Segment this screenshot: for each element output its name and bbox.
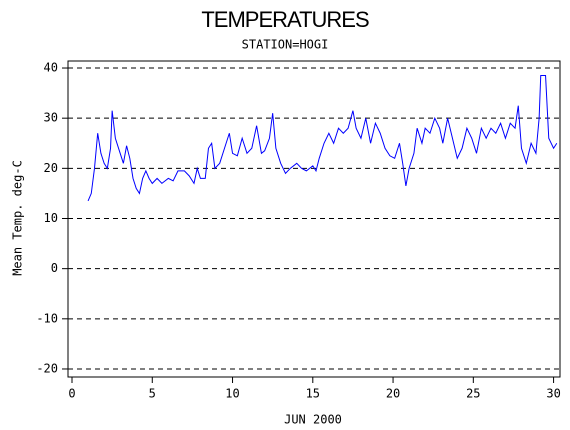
chart-title: TEMPERATURES bbox=[201, 7, 369, 32]
x-axis-label: JUN 2000 bbox=[284, 413, 342, 427]
x-tick-label: 0 bbox=[68, 387, 75, 401]
chart-subtitle: STATION=HOGI bbox=[242, 38, 329, 52]
plot-frame bbox=[67, 60, 561, 378]
x-tick-label: 20 bbox=[386, 387, 400, 401]
y-axis-label: Mean Temp. deg-C bbox=[11, 160, 25, 276]
x-tick-label: 25 bbox=[466, 387, 480, 401]
data-line bbox=[87, 75, 558, 202]
y-tick-label: 10 bbox=[44, 211, 58, 225]
x-tick-label: 30 bbox=[546, 387, 560, 401]
y-tick-label: -10 bbox=[36, 311, 58, 325]
y-tick-label: 40 bbox=[44, 61, 58, 75]
x-tick-label: 15 bbox=[306, 387, 320, 401]
y-tick-label: -20 bbox=[36, 361, 58, 375]
y-tick-label: 0 bbox=[51, 261, 58, 275]
y-tick-label: 30 bbox=[44, 111, 58, 125]
x-tick-label: 5 bbox=[149, 387, 156, 401]
y-tick-label: 20 bbox=[44, 161, 58, 175]
x-tick-label: 10 bbox=[225, 387, 239, 401]
